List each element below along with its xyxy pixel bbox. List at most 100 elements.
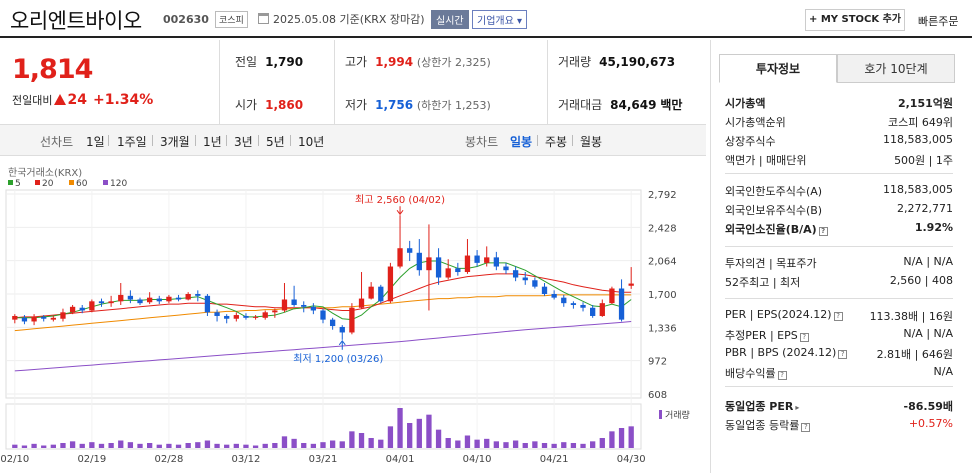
volume-bar bbox=[349, 431, 355, 448]
quick-order-link[interactable]: 빠른주문 bbox=[918, 15, 959, 28]
tab-line-chart[interactable]: 선차트 bbox=[40, 135, 74, 149]
volume-bar bbox=[445, 438, 451, 448]
divider bbox=[290, 135, 291, 146]
divider bbox=[725, 298, 953, 299]
divider bbox=[258, 135, 259, 146]
info-label: PER | EPS(2024.12)? bbox=[725, 308, 843, 321]
help-icon[interactable]: ? bbox=[838, 350, 848, 359]
candle bbox=[561, 297, 567, 304]
candle bbox=[69, 306, 76, 313]
info-value: 2,560 | 408 bbox=[889, 274, 953, 287]
info-label: 추정PER | EPS? bbox=[725, 327, 809, 343]
prev-value: 1,790 bbox=[265, 55, 304, 69]
candle bbox=[551, 294, 557, 298]
prev-close: 전일 1,790 bbox=[235, 53, 303, 70]
divider bbox=[334, 40, 335, 125]
tab-investment-info[interactable]: 투자정보 bbox=[719, 54, 837, 83]
x-tick-label: 04/01 bbox=[386, 454, 415, 465]
volume-bar bbox=[243, 444, 249, 448]
candle bbox=[50, 317, 56, 320]
y-tick-label: 2,428 bbox=[648, 223, 677, 234]
candle bbox=[79, 307, 85, 311]
realtime-button[interactable]: 실시간 bbox=[431, 10, 469, 29]
info-value: 2,151억원 bbox=[897, 97, 953, 110]
info-label: 외국인한도주식수(A) bbox=[725, 185, 823, 198]
info-value: 118,583,005 bbox=[883, 183, 953, 196]
candle bbox=[512, 270, 519, 278]
candle bbox=[310, 306, 317, 311]
tab-1w[interactable]: 1주일 bbox=[117, 135, 147, 149]
candle bbox=[445, 268, 451, 278]
candle bbox=[590, 307, 596, 316]
tab-orderbook[interactable]: 호가 10단계 bbox=[837, 54, 955, 83]
volume-bar bbox=[310, 443, 317, 448]
info-value: 118,583,005 bbox=[883, 133, 953, 146]
market-badge: 코스피 bbox=[215, 11, 248, 28]
candle bbox=[339, 326, 345, 333]
help-icon[interactable]: ? bbox=[801, 423, 811, 432]
base-date: 2025.05.08 기준(KRX 장마감) bbox=[273, 13, 425, 26]
volume-bar bbox=[252, 445, 259, 448]
price-panel: 1,814 전일대비 24 +1.34% bbox=[0, 40, 706, 125]
candle bbox=[532, 280, 538, 287]
candle bbox=[378, 286, 384, 302]
tab-5y[interactable]: 5년 bbox=[266, 135, 285, 149]
tab-3y[interactable]: 3년 bbox=[234, 135, 253, 149]
candle bbox=[137, 299, 143, 304]
candle bbox=[98, 301, 105, 304]
divider bbox=[547, 40, 548, 125]
candle bbox=[358, 298, 365, 308]
tab-1d[interactable]: 1일 bbox=[86, 135, 105, 149]
tab-monthly[interactable]: 월봉 bbox=[580, 135, 603, 149]
tab-candle-chart[interactable]: 봉차트 bbox=[465, 135, 499, 149]
candle bbox=[474, 255, 480, 263]
x-axis: 02/10 02/19 02/28 03/12 03/21 04/01 04/10 04/21… bbox=[0, 454, 645, 465]
help-icon[interactable]: ? bbox=[777, 371, 787, 380]
candle bbox=[291, 299, 297, 305]
ma-legend-label-20: 20 bbox=[42, 179, 54, 189]
volume-bar bbox=[397, 408, 403, 448]
info-value: -86.59배 bbox=[903, 400, 953, 413]
info-label: 동일업종 등락률? bbox=[725, 417, 811, 433]
volume-legend-swatch bbox=[659, 410, 662, 419]
caret-right-icon[interactable]: ▸ bbox=[795, 403, 800, 412]
candle bbox=[407, 248, 413, 253]
info-label: 시가총액 bbox=[725, 97, 766, 110]
help-icon[interactable]: ? bbox=[833, 312, 843, 321]
volume-bar bbox=[69, 441, 76, 448]
lower-limit: (하한가 1,253) bbox=[416, 99, 491, 112]
info-row: 시가총액 2,151억원 bbox=[725, 95, 953, 112]
volume-bar bbox=[195, 442, 201, 448]
volume-bar bbox=[301, 443, 307, 448]
candle bbox=[185, 294, 191, 300]
tab-weekly[interactable]: 주봉 bbox=[545, 135, 568, 149]
y-tick-label: 608 bbox=[648, 390, 667, 401]
volume-bar bbox=[281, 436, 288, 448]
help-icon[interactable]: ? bbox=[799, 333, 809, 342]
candle bbox=[118, 294, 124, 302]
help-icon[interactable]: ? bbox=[818, 227, 828, 236]
volume-bar bbox=[320, 442, 326, 448]
candle bbox=[416, 252, 422, 271]
upper-limit: (상한가 2,325) bbox=[416, 56, 491, 69]
x-tick-label: 04/10 bbox=[463, 454, 492, 465]
tab-10y[interactable]: 10년 bbox=[298, 135, 325, 149]
volume-bar bbox=[387, 426, 394, 448]
volume-bar bbox=[12, 444, 18, 448]
info-value: N/A bbox=[933, 365, 953, 378]
company-info-dropdown[interactable]: 기업개요 ▾ bbox=[472, 10, 527, 29]
price-chart[interactable]: 한국거래소(KRX) 5 20 60 120 2,792 2,428 2,064 1,700… bbox=[0, 160, 706, 473]
candle bbox=[580, 304, 586, 308]
candle bbox=[175, 297, 182, 300]
candle bbox=[599, 303, 605, 316]
volume-value: 45,190,673 bbox=[599, 55, 676, 69]
tab-1y[interactable]: 1년 bbox=[203, 135, 222, 149]
tab-3m[interactable]: 3개월 bbox=[160, 135, 190, 149]
candle bbox=[493, 257, 500, 267]
tab-daily[interactable]: 일봉 bbox=[510, 135, 533, 149]
open-price: 시가 1,860 bbox=[235, 96, 303, 113]
volume-bar bbox=[89, 442, 95, 448]
candle bbox=[570, 303, 577, 305]
add-my-stock-button[interactable]: + MY STOCK 추가 bbox=[805, 9, 905, 31]
divider bbox=[725, 386, 953, 387]
